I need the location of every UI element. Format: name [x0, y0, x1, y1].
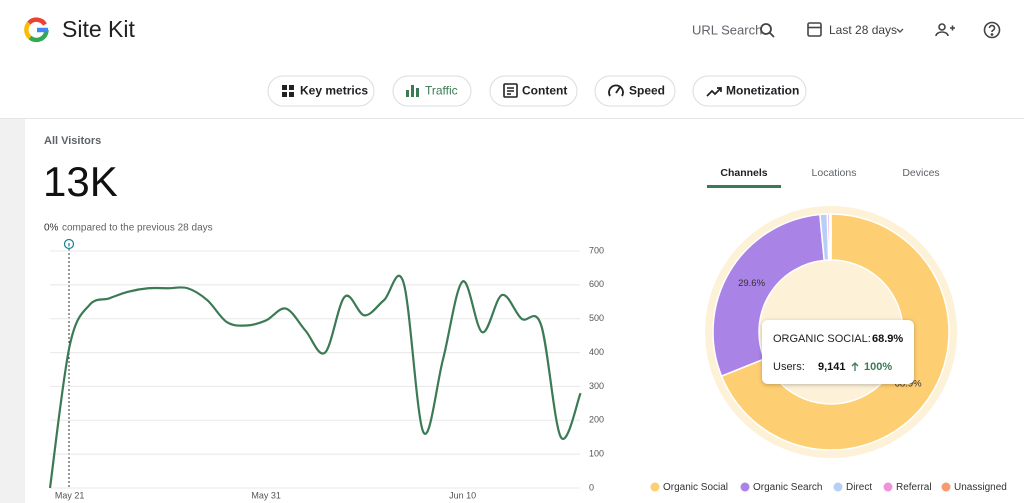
donut-slice — [828, 213, 832, 261]
calendar-icon[interactable] — [807, 22, 822, 37]
nav-icons — [282, 83, 722, 98]
nav-label[interactable]: Traffic — [425, 84, 458, 98]
nav-pill[interactable] — [594, 75, 676, 107]
nav-label[interactable]: Key metrics — [300, 84, 368, 98]
x-tick-label: Jun 10 — [449, 490, 476, 500]
help-icon[interactable] — [983, 21, 1001, 39]
legend-swatch — [883, 482, 893, 492]
legend-label: Referral — [896, 482, 932, 493]
y-tick-label: 300 — [589, 381, 604, 391]
line-chart: 0 100 200 300 400 500 600 700 May 21 May 31 Jun 10 — [48, 245, 604, 500]
url-search[interactable]: URL Search — [692, 22, 762, 37]
nav-pill[interactable] — [267, 75, 375, 107]
legend-swatch — [833, 482, 843, 492]
tab[interactable]: Devices — [902, 167, 939, 179]
y-tick-label: 500 — [589, 313, 604, 323]
x-tick-label: May 21 — [55, 490, 85, 500]
line-series — [48, 274, 582, 489]
total-visitors: 13K — [43, 158, 118, 205]
tooltip-change: 100% — [864, 361, 892, 373]
slice-label: 29.6% — [738, 278, 765, 289]
nav-pills — [267, 75, 807, 107]
y-tick-label: 700 — [589, 245, 604, 255]
tooltip-label: ORGANIC SOCIAL: — [773, 333, 871, 345]
slice-label: 68.9% — [895, 379, 922, 390]
change-value: 0% — [44, 223, 59, 234]
legend-label: Unassigned — [954, 482, 1007, 493]
search-icon[interactable] — [760, 23, 775, 38]
add-user-icon[interactable] — [935, 23, 955, 37]
nav-label[interactable]: Monetization — [726, 84, 799, 98]
nav-label[interactable]: Content — [522, 84, 567, 98]
y-tick-label: 600 — [589, 279, 604, 289]
legend-label: Organic Search — [753, 482, 822, 493]
legend-label: Direct — [846, 482, 872, 493]
legend-swatch — [941, 482, 951, 492]
y-tick-label: 0 — [589, 482, 594, 492]
change-note: compared to the previous 28 days — [62, 223, 213, 234]
donut-chart: 68.9% 29.6% Organic Social Organic Search Di… — [650, 213, 1007, 493]
panel-title: All Visitors — [44, 135, 101, 147]
info-marker[interactable] — [63, 238, 75, 489]
google-logo — [24, 17, 49, 43]
tab[interactable]: Channels — [720, 167, 767, 179]
tooltip: ORGANIC SOCIAL: 68.9% Users: 9,141 100% — [762, 320, 914, 384]
tooltip-users-label: Users: — [773, 361, 805, 373]
app-title: Site Kit — [62, 16, 135, 42]
up-arrow — [851, 362, 859, 371]
tooltip-value: 68.9% — [872, 333, 903, 345]
donut-slice — [712, 213, 826, 378]
nav-pill[interactable] — [392, 75, 472, 107]
x-tick-label: May 31 — [251, 490, 281, 500]
legend-swatch — [650, 482, 660, 492]
tab[interactable]: Locations — [812, 167, 857, 179]
y-tick-label: 400 — [589, 347, 604, 357]
legend-swatch — [740, 482, 750, 492]
tab-underline — [707, 185, 781, 188]
y-tick-label: 200 — [589, 415, 604, 425]
nav-label[interactable]: Speed — [629, 84, 665, 98]
tooltip-users: 9,141 — [818, 361, 846, 373]
chevron — [896, 28, 904, 33]
date-range[interactable]: Last 28 days — [829, 23, 897, 37]
side-strip — [0, 119, 25, 503]
nav-pill[interactable] — [692, 75, 807, 107]
y-tick-label: 100 — [589, 449, 604, 459]
legend-label: Organic Social — [663, 482, 728, 493]
